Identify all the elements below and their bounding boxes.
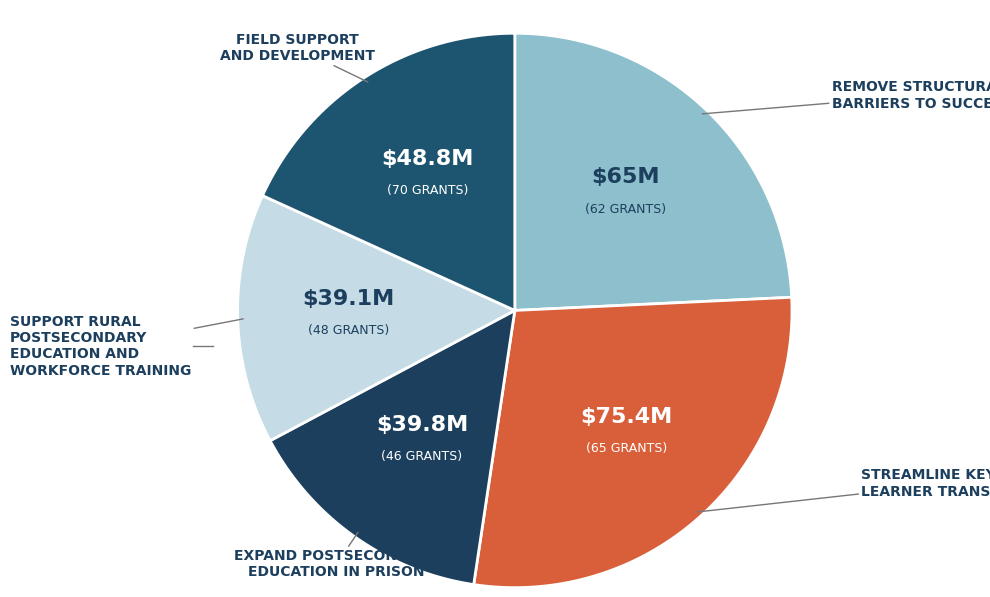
Text: $75.4M: $75.4M [580, 407, 672, 427]
Text: (70 GRANTS): (70 GRANTS) [387, 184, 468, 196]
Polygon shape [515, 33, 792, 310]
Text: $39.1M: $39.1M [302, 289, 395, 309]
Polygon shape [262, 33, 515, 310]
Text: $48.8M: $48.8M [381, 149, 474, 168]
Text: (62 GRANTS): (62 GRANTS) [585, 202, 666, 216]
Text: STREAMLINE KEY
LEARNER TRANSITIONS: STREAMLINE KEY LEARNER TRANSITIONS [697, 469, 990, 512]
Polygon shape [473, 297, 792, 587]
Text: (48 GRANTS): (48 GRANTS) [308, 324, 389, 337]
Polygon shape [270, 310, 515, 584]
Text: (46 GRANTS): (46 GRANTS) [381, 450, 462, 463]
Text: (65 GRANTS): (65 GRANTS) [586, 442, 667, 456]
Polygon shape [238, 196, 515, 441]
Text: SUPPORT RURAL
POSTSECONDARY
EDUCATION AND
WORKFORCE TRAINING: SUPPORT RURAL POSTSECONDARY EDUCATION AN… [10, 315, 244, 377]
Text: $65M: $65M [591, 167, 660, 187]
Text: $39.8M: $39.8M [376, 415, 468, 435]
Text: EXPAND POSTSECONDARY
EDUCATION IN PRISON: EXPAND POSTSECONDARY EDUCATION IN PRISON [234, 533, 440, 579]
Text: REMOVE STRUCTURAL
BARRIERS TO SUCCESS: REMOVE STRUCTURAL BARRIERS TO SUCCESS [702, 81, 990, 114]
Text: FIELD SUPPORT
AND DEVELOPMENT: FIELD SUPPORT AND DEVELOPMENT [220, 33, 374, 82]
